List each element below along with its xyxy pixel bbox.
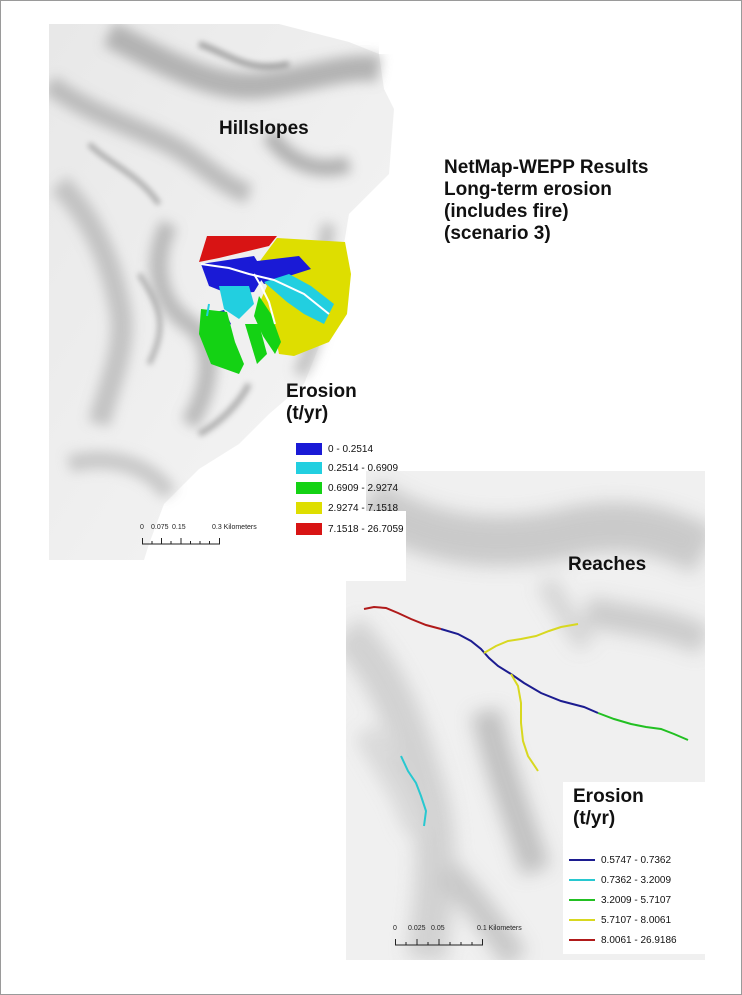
hillslope-patch-green — [199, 296, 281, 374]
legend-label: 0 - 0.2514 — [328, 443, 374, 455]
legend-line-swatch — [569, 939, 595, 941]
hillslope-patch-red — [199, 236, 277, 262]
legend-swatch — [296, 482, 322, 494]
legend-swatch — [296, 502, 322, 514]
hillslopes-map — [49, 24, 441, 560]
scale-label: 0.1 Kilometers — [477, 925, 522, 932]
hillslopes-scale-bar: 0 0.075 0.15 0.3 Kilometers — [140, 524, 270, 548]
scale-label: 0.05 — [431, 925, 445, 932]
legend-label: 0.7362 - 3.2009 — [601, 874, 672, 886]
reach-red — [363, 605, 442, 630]
reach-navy — [440, 628, 599, 714]
hillslopes-legend-item: 2.9274 - 7.1518 — [296, 500, 398, 516]
reach-yellow-upper — [483, 623, 579, 654]
hillslopes-legend-title: Erosion (t/yr) — [286, 381, 436, 425]
legend-label: 0.2514 - 0.6909 — [328, 462, 399, 474]
legend-label: 0.5747 - 0.7362 — [601, 854, 672, 866]
reaches-legend-item: 8.0061 - 26.9186 — [569, 932, 677, 948]
reach-cyan — [400, 755, 428, 827]
reaches-legend-item: 5.7107 - 8.0061 — [569, 912, 671, 928]
legend-line-swatch — [569, 859, 595, 861]
legend-swatch — [296, 462, 322, 474]
reaches-legend-item: 3.2009 - 5.7107 — [569, 892, 671, 908]
reaches-legend-title-line-1: Erosion — [573, 786, 644, 807]
legend-swatch — [296, 523, 322, 535]
legend-label: 2.9274 - 7.1518 — [328, 502, 399, 514]
reaches-legend-title-line-2: (t/yr) — [573, 808, 616, 829]
reaches-scale-bar: 0 0.025 0.05 0.1 Kilometers — [393, 925, 533, 949]
scale-label: 0 — [140, 524, 144, 531]
reaches-legend-title: Erosion (t/yr) — [573, 786, 705, 830]
hillslopes-legend: Erosion (t/yr) 0 - 0.2514 0.2514 - 0.690… — [286, 381, 436, 547]
scale-label: 0 — [393, 925, 397, 932]
scale-label: 0.025 — [408, 925, 426, 932]
hillslopes-legend-title-line-1: Erosion — [286, 381, 357, 402]
legend-label: 7.1518 - 26.7059 — [328, 523, 404, 535]
main-title: NetMap-WEPP Results Long-term erosion (i… — [444, 157, 648, 245]
main-title-line-1: NetMap-WEPP Results — [444, 157, 649, 178]
reaches-legend-item: 0.7362 - 3.2009 — [569, 872, 671, 888]
main-title-line-2: Long-term erosion — [444, 179, 612, 200]
reaches-legend-item: 0.5747 - 0.7362 — [569, 852, 671, 868]
hillslope-patch-cyan — [219, 274, 334, 324]
hillslopes-legend-item: 0.6909 - 2.9274 — [296, 480, 398, 496]
reach-yellow-lower — [510, 673, 539, 772]
legend-swatch — [296, 443, 322, 455]
hillslopes-title: Hillslopes — [219, 118, 309, 139]
hillslope-erosion-overlay — [199, 236, 351, 374]
legend-line-swatch — [569, 899, 595, 901]
scale-label: 0.15 — [172, 524, 186, 531]
hillslopes-legend-item: 0 - 0.2514 — [296, 441, 373, 457]
reaches-legend: Erosion (t/yr) 0.5747 - 0.7362 0.7362 - … — [563, 782, 705, 954]
scale-label: 0.075 — [151, 524, 169, 531]
main-title-line-4: (scenario 3) — [444, 223, 551, 244]
legend-line-swatch — [569, 919, 595, 921]
scale-bar-ticks — [395, 939, 483, 946]
hillslopes-legend-title-line-2: (t/yr) — [286, 403, 329, 424]
reaches-title: Reaches — [568, 554, 647, 575]
legend-line-swatch — [569, 879, 595, 881]
legend-label: 3.2009 - 5.7107 — [601, 894, 672, 906]
hillslopes-legend-item: 7.1518 - 26.7059 — [296, 521, 404, 537]
main-title-line-3: (includes fire) — [444, 201, 569, 222]
legend-label: 0.6909 - 2.9274 — [328, 482, 399, 494]
scale-label: 0.3 Kilometers — [212, 524, 257, 531]
hillslopes-legend-item: 0.2514 - 0.6909 — [296, 460, 398, 476]
legend-label: 5.7107 - 8.0061 — [601, 914, 672, 926]
legend-label: 8.0061 - 26.9186 — [601, 934, 677, 946]
scale-bar-ticks — [142, 538, 220, 545]
reach-green — [597, 712, 689, 741]
